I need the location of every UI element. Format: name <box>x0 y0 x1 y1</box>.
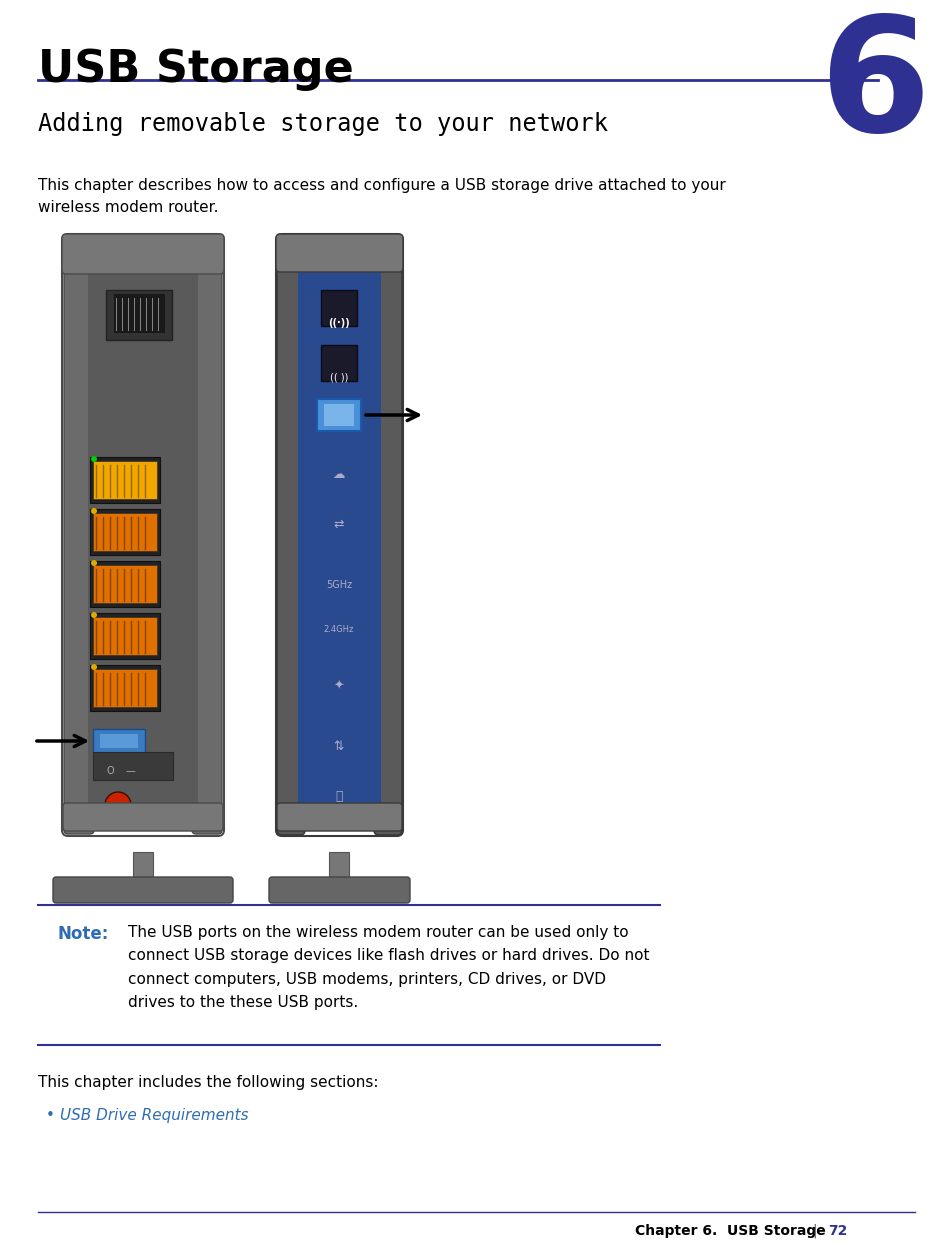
Circle shape <box>90 508 97 514</box>
Text: ((·)): ((·)) <box>327 317 349 327</box>
Circle shape <box>104 761 122 779</box>
Bar <box>321 290 357 326</box>
Bar <box>114 294 164 332</box>
Bar <box>93 461 157 499</box>
Bar <box>106 290 171 340</box>
Text: ⇄: ⇄ <box>333 518 344 532</box>
Bar <box>328 852 348 881</box>
Bar <box>88 240 198 830</box>
Text: 72: 72 <box>827 1224 846 1238</box>
FancyBboxPatch shape <box>317 398 361 431</box>
Text: This chapter describes how to access and configure a USB storage drive attached : This chapter describes how to access and… <box>38 178 725 215</box>
Bar <box>100 735 138 748</box>
Text: Chapter 6.  USB Storage: Chapter 6. USB Storage <box>634 1224 824 1238</box>
FancyBboxPatch shape <box>53 876 232 903</box>
Circle shape <box>90 664 97 670</box>
Text: •: • <box>46 1108 55 1123</box>
Circle shape <box>90 613 97 618</box>
Bar <box>93 752 173 781</box>
Text: ⇅: ⇅ <box>333 740 344 753</box>
FancyBboxPatch shape <box>63 803 223 830</box>
Text: The USB ports on the wireless modem router can be used only to
connect USB stora: The USB ports on the wireless modem rout… <box>128 925 649 1010</box>
Bar <box>324 403 353 426</box>
Text: 2.4GHz: 2.4GHz <box>324 625 354 634</box>
Text: 6: 6 <box>818 10 929 166</box>
Text: USB Drive Requirements: USB Drive Requirements <box>60 1108 248 1123</box>
Bar <box>93 565 157 603</box>
Circle shape <box>90 560 97 566</box>
Bar <box>89 561 160 608</box>
Text: Note:: Note: <box>58 925 109 942</box>
FancyBboxPatch shape <box>277 235 305 835</box>
Text: ⏻: ⏻ <box>335 791 343 803</box>
FancyBboxPatch shape <box>62 234 224 274</box>
FancyBboxPatch shape <box>277 803 402 830</box>
Bar <box>133 852 153 881</box>
Text: Adding removable storage to your network: Adding removable storage to your network <box>38 112 607 136</box>
Text: This chapter includes the following sections:: This chapter includes the following sect… <box>38 1074 378 1091</box>
Bar <box>298 240 381 830</box>
Text: |: | <box>811 1224 816 1239</box>
Bar <box>93 513 157 552</box>
FancyBboxPatch shape <box>64 237 94 834</box>
Text: —: — <box>125 766 135 776</box>
FancyBboxPatch shape <box>276 234 403 271</box>
Bar <box>89 457 160 503</box>
Text: O: O <box>106 766 113 776</box>
Text: ☁: ☁ <box>332 468 345 481</box>
Text: ✦: ✦ <box>333 680 344 693</box>
Bar <box>89 613 160 659</box>
FancyBboxPatch shape <box>191 237 222 834</box>
Text: 5GHz: 5GHz <box>326 580 351 590</box>
Text: USB Storage: USB Storage <box>38 49 353 91</box>
Text: (( )): (( )) <box>329 374 347 383</box>
Bar <box>89 665 160 711</box>
Circle shape <box>105 792 130 818</box>
FancyBboxPatch shape <box>373 235 402 835</box>
Bar <box>321 345 357 381</box>
Bar <box>93 669 157 707</box>
Bar <box>93 618 157 655</box>
FancyBboxPatch shape <box>268 876 409 903</box>
Bar <box>89 509 160 555</box>
FancyBboxPatch shape <box>93 730 145 753</box>
Circle shape <box>90 456 97 462</box>
